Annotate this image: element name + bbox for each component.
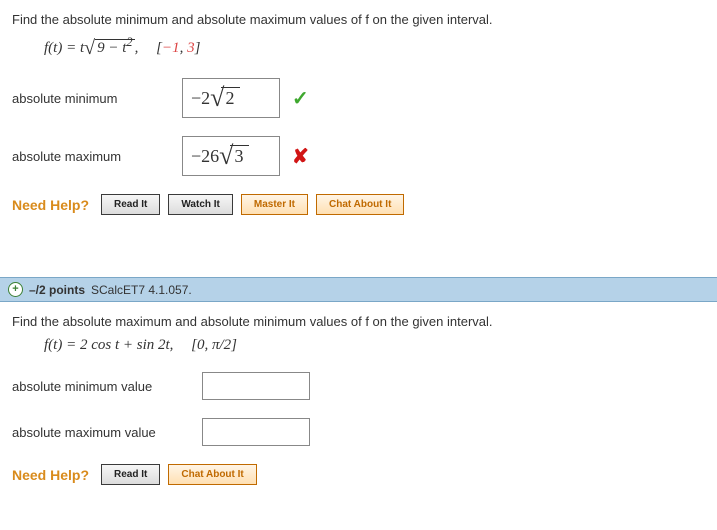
need-help-label: Need Help? <box>12 197 89 213</box>
max-label: absolute maximum value <box>12 425 202 440</box>
min-label: absolute minimum value <box>12 379 202 394</box>
interval: [0, π/2] <box>191 337 237 353</box>
interval-b: 3 <box>187 40 195 56</box>
min-label: absolute minimum <box>12 91 182 106</box>
expand-icon[interactable]: + <box>8 282 23 297</box>
min-coeff: −2 <box>191 88 210 109</box>
q2-formula: f(t) = 2 cos t + sin 2t, [0, π/2] <box>44 337 705 354</box>
q1-min-row: absolute minimum −2 √ 2 ✓ <box>12 78 705 118</box>
question-2: Find the absolute maximum and absolute m… <box>0 302 717 493</box>
watch-it-button[interactable]: Watch It <box>168 194 233 215</box>
chat-about-it-button[interactable]: Chat About It <box>316 194 404 215</box>
max-label: absolute maximum <box>12 149 182 164</box>
read-it-button[interactable]: Read It <box>101 194 160 215</box>
question-header-bar: + –/2 points SCalcET7 4.1.057. <box>0 277 717 302</box>
sqrt-icon: √ <box>84 37 95 59</box>
help-row-1: Need Help? Read It Watch It Master It Ch… <box>12 194 705 215</box>
q1-max-row: absolute maximum −26 √ 3 ✘ <box>12 136 705 176</box>
radicand: 9 − t2 <box>95 39 135 56</box>
func-text: f(t) = 2 cos t + sin 2t, <box>44 337 173 353</box>
func-lhs: f(t) = t <box>44 40 84 56</box>
max-rad: 3 <box>230 145 249 167</box>
q2-max-row: absolute maximum value <box>12 418 705 446</box>
comma: , <box>135 40 139 56</box>
q2-min-row: absolute minimum value <box>12 372 705 400</box>
q1-max-input[interactable]: −26 √ 3 <box>182 136 280 176</box>
question-1: Find the absolute minimum and absolute m… <box>0 0 717 223</box>
q1-min-input[interactable]: −2 √ 2 <box>182 78 280 118</box>
min-rad: 2 <box>221 87 240 109</box>
source-text: SCalcET7 4.1.057. <box>91 283 192 297</box>
q1-prompt: Find the absolute minimum and absolute m… <box>12 12 705 27</box>
master-it-button[interactable]: Master It <box>241 194 308 215</box>
help-row-2: Need Help? Read It Chat About It <box>12 464 705 485</box>
max-coeff: −26 <box>191 146 219 167</box>
q2-max-input[interactable] <box>202 418 310 446</box>
need-help-label: Need Help? <box>12 467 89 483</box>
points-text: –/2 points <box>29 283 85 297</box>
q2-min-input[interactable] <box>202 372 310 400</box>
read-it-button[interactable]: Read It <box>101 464 160 485</box>
check-icon: ✓ <box>292 86 309 111</box>
cross-icon: ✘ <box>292 144 309 169</box>
chat-about-it-button[interactable]: Chat About It <box>168 464 256 485</box>
interval-a: −1 <box>162 40 180 56</box>
q1-formula: f(t) = t√9 − t2, [−1, 3] <box>44 35 705 60</box>
sqrt-expr: √ 2 <box>210 87 240 109</box>
sqrt-expr: √ 3 <box>219 145 249 167</box>
q2-prompt: Find the absolute maximum and absolute m… <box>12 314 705 329</box>
